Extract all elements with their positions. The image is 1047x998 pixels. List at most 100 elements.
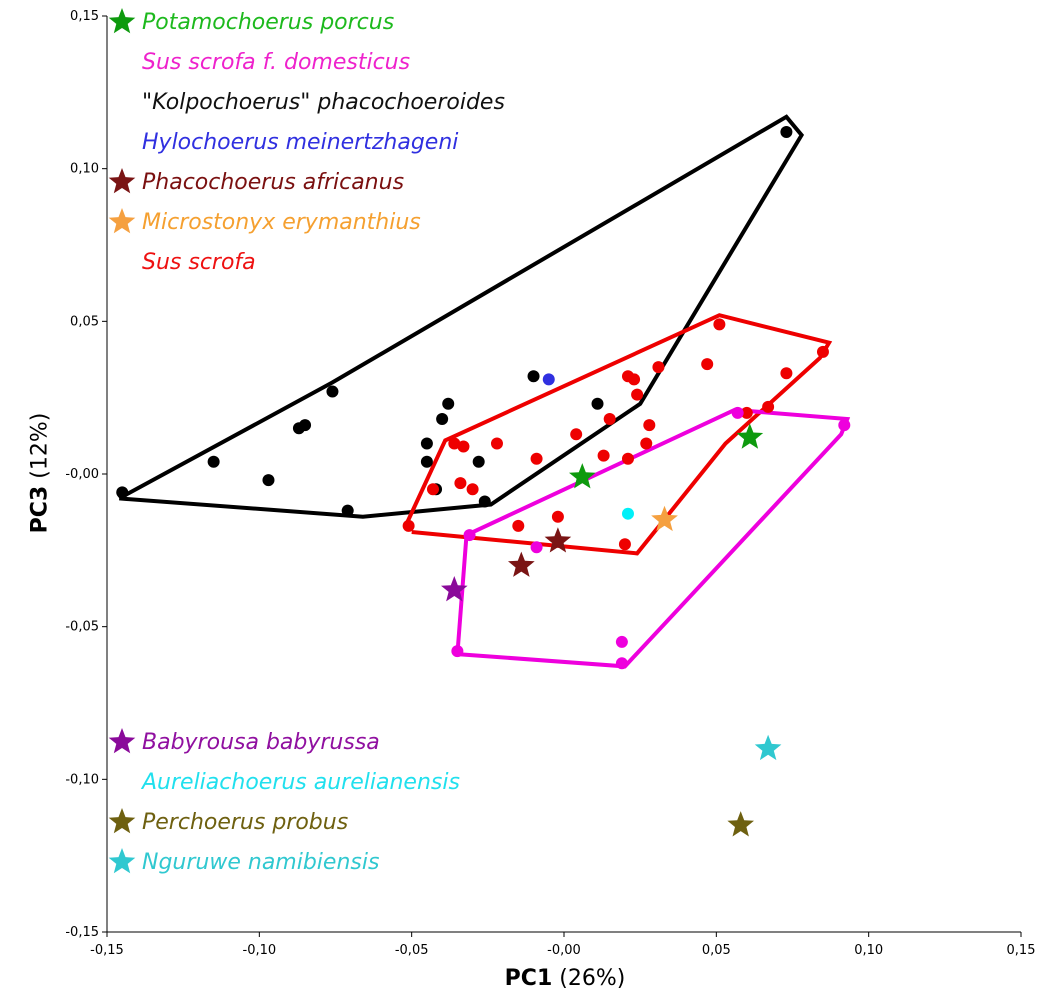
point-kolpochoerus-phacochoeroides [420,437,433,450]
legend-label: Microstonyx erymanthius [142,209,421,235]
point-kolpochoerus-phacochoeroides [472,455,485,468]
legend-label: Sus scrofa f. domesticus [142,49,411,75]
point-sus-scrofa [597,449,610,462]
legend-star-icon [108,168,136,194]
hull-kolpochoerus-phacochoeroides [118,114,805,519]
star-icon [108,208,136,234]
point-sus-scrofa [640,437,653,450]
legend-label: Sus scrofa [142,249,256,275]
legend-star-icon [108,848,136,874]
point-kolpochoerus-phacochoeroides [527,370,540,383]
point-sus-scrofa [701,358,714,371]
point-sus-scrofa [454,477,467,490]
point-aureliachoerus-aurelianensis [621,507,634,520]
star-potamochoerus-porcus [569,463,596,489]
legend-star-icon [108,808,136,834]
point-kolpochoerus-phacochoeroides [442,397,455,410]
y-tick-label: -0,10 [65,772,99,787]
y-tick-label: -0,00 [65,467,99,482]
point-sus-scrofa [816,345,829,358]
point-sus-scrofa [621,452,634,465]
x-tick-label: 0,15 [1007,943,1036,958]
point-sus-scrofa [457,440,470,453]
group-hulls [118,114,851,669]
y-axis-label: PC3 [27,485,53,534]
x-tick-label: -0,15 [90,943,124,958]
point-kolpochoerus-phacochoeroides [420,455,433,468]
point-hylochoerus-meinertzhageni [542,373,555,386]
point-kolpochoerus-phacochoeroides [207,455,220,468]
point-kolpochoerus-phacochoeroides [262,474,275,487]
star-perchoerus-probus [727,811,754,837]
point-kolpochoerus-phacochoeroides [591,397,604,410]
star-icon [108,848,136,874]
star-icon [108,808,136,834]
point-sus-scrofa-f-domesticus [615,657,628,670]
point-sus-scrofa [762,400,775,413]
star-phacochoerus-africanus [544,527,572,553]
x-tick-label: -0,05 [395,943,429,958]
y-axis-title: PC3 (12%) [28,413,53,534]
data-points [116,126,851,837]
legend-star-icon [108,208,136,234]
star-potamochoerus-porcus [736,423,764,449]
point-sus-scrofa [603,413,616,426]
point-kolpochoerus-phacochoeroides [299,419,312,432]
legend-label: "Kolpochoerus" phacochoeroides [142,89,505,115]
point-kolpochoerus-phacochoeroides [478,495,491,508]
point-kolpochoerus-phacochoeroides [780,126,793,139]
point-sus-scrofa [551,510,564,523]
x-axis-title: PC1 (26%) [0,966,1047,991]
legend-label: Nguruwe namibiensis [142,849,380,875]
y-tick-label: 0,05 [70,314,99,329]
point-sus-scrofa [780,367,793,380]
star-babyrousa-babyrussa [441,576,468,602]
point-kolpochoerus-phacochoeroides [341,504,354,517]
x-tick-label: -0,00 [547,943,581,958]
point-sus-scrofa [490,437,503,450]
star-nguruwe-namibiensis [754,734,782,761]
point-sus-scrofa-f-domesticus [530,541,543,554]
point-sus-scrofa-f-domesticus [615,635,628,648]
star-phacochoerus-africanus [508,551,535,577]
legend-label: Potamochoerus porcus [142,9,395,35]
point-sus-scrofa [740,406,753,419]
point-sus-scrofa [530,452,543,465]
y-tick-label: -0,15 [65,925,99,940]
point-sus-scrofa [713,318,726,331]
point-sus-scrofa [631,388,644,401]
legend-label: Phacochoerus africanus [142,169,405,195]
legend-star-icon [108,8,136,34]
legend-label: Hylochoerus meinertzhageni [142,129,459,155]
point-sus-scrofa [652,361,665,374]
point-sus-scrofa [628,373,641,386]
y-tick-label: 0,10 [70,162,99,177]
point-sus-scrofa [426,483,439,496]
point-sus-scrofa [466,483,479,496]
x-tick-label: -0,10 [243,943,277,958]
point-sus-scrofa [618,538,631,551]
legend-label: Babyrousa babyrussa [142,729,380,755]
point-sus-scrofa [448,437,461,450]
hull-sus-scrofa-f-domesticus [455,407,851,669]
legend-label: Aureliachoerus aurelianensis [142,769,460,795]
point-kolpochoerus-phacochoeroides [436,413,449,426]
point-sus-scrofa-f-domesticus [463,529,476,542]
point-kolpochoerus-phacochoeroides [326,385,339,398]
star-icon [108,728,136,754]
point-sus-scrofa [643,419,656,432]
point-sus-scrofa-f-domesticus [731,406,744,419]
axes: -0,15 -0,10 -0,05 -0,00 0,05 0,10 0,15 0,15 0,10… [65,9,1035,958]
legend-label: Perchoerus probus [142,809,349,835]
point-sus-scrofa [570,428,583,441]
star-microstonyx-erymanthius [651,505,678,532]
star-icon [108,168,136,194]
y-tick-label: 0,15 [70,9,99,24]
x-tick-label: 0,05 [702,943,731,958]
point-kolpochoerus-phacochoeroides [116,486,129,499]
x-axis-label: PC1 [504,966,553,991]
point-sus-scrofa-f-domesticus [838,419,851,432]
x-axis-label-suffix: (26%) [559,966,626,991]
point-sus-scrofa [402,519,415,532]
point-sus-scrofa-f-domesticus [451,645,464,658]
